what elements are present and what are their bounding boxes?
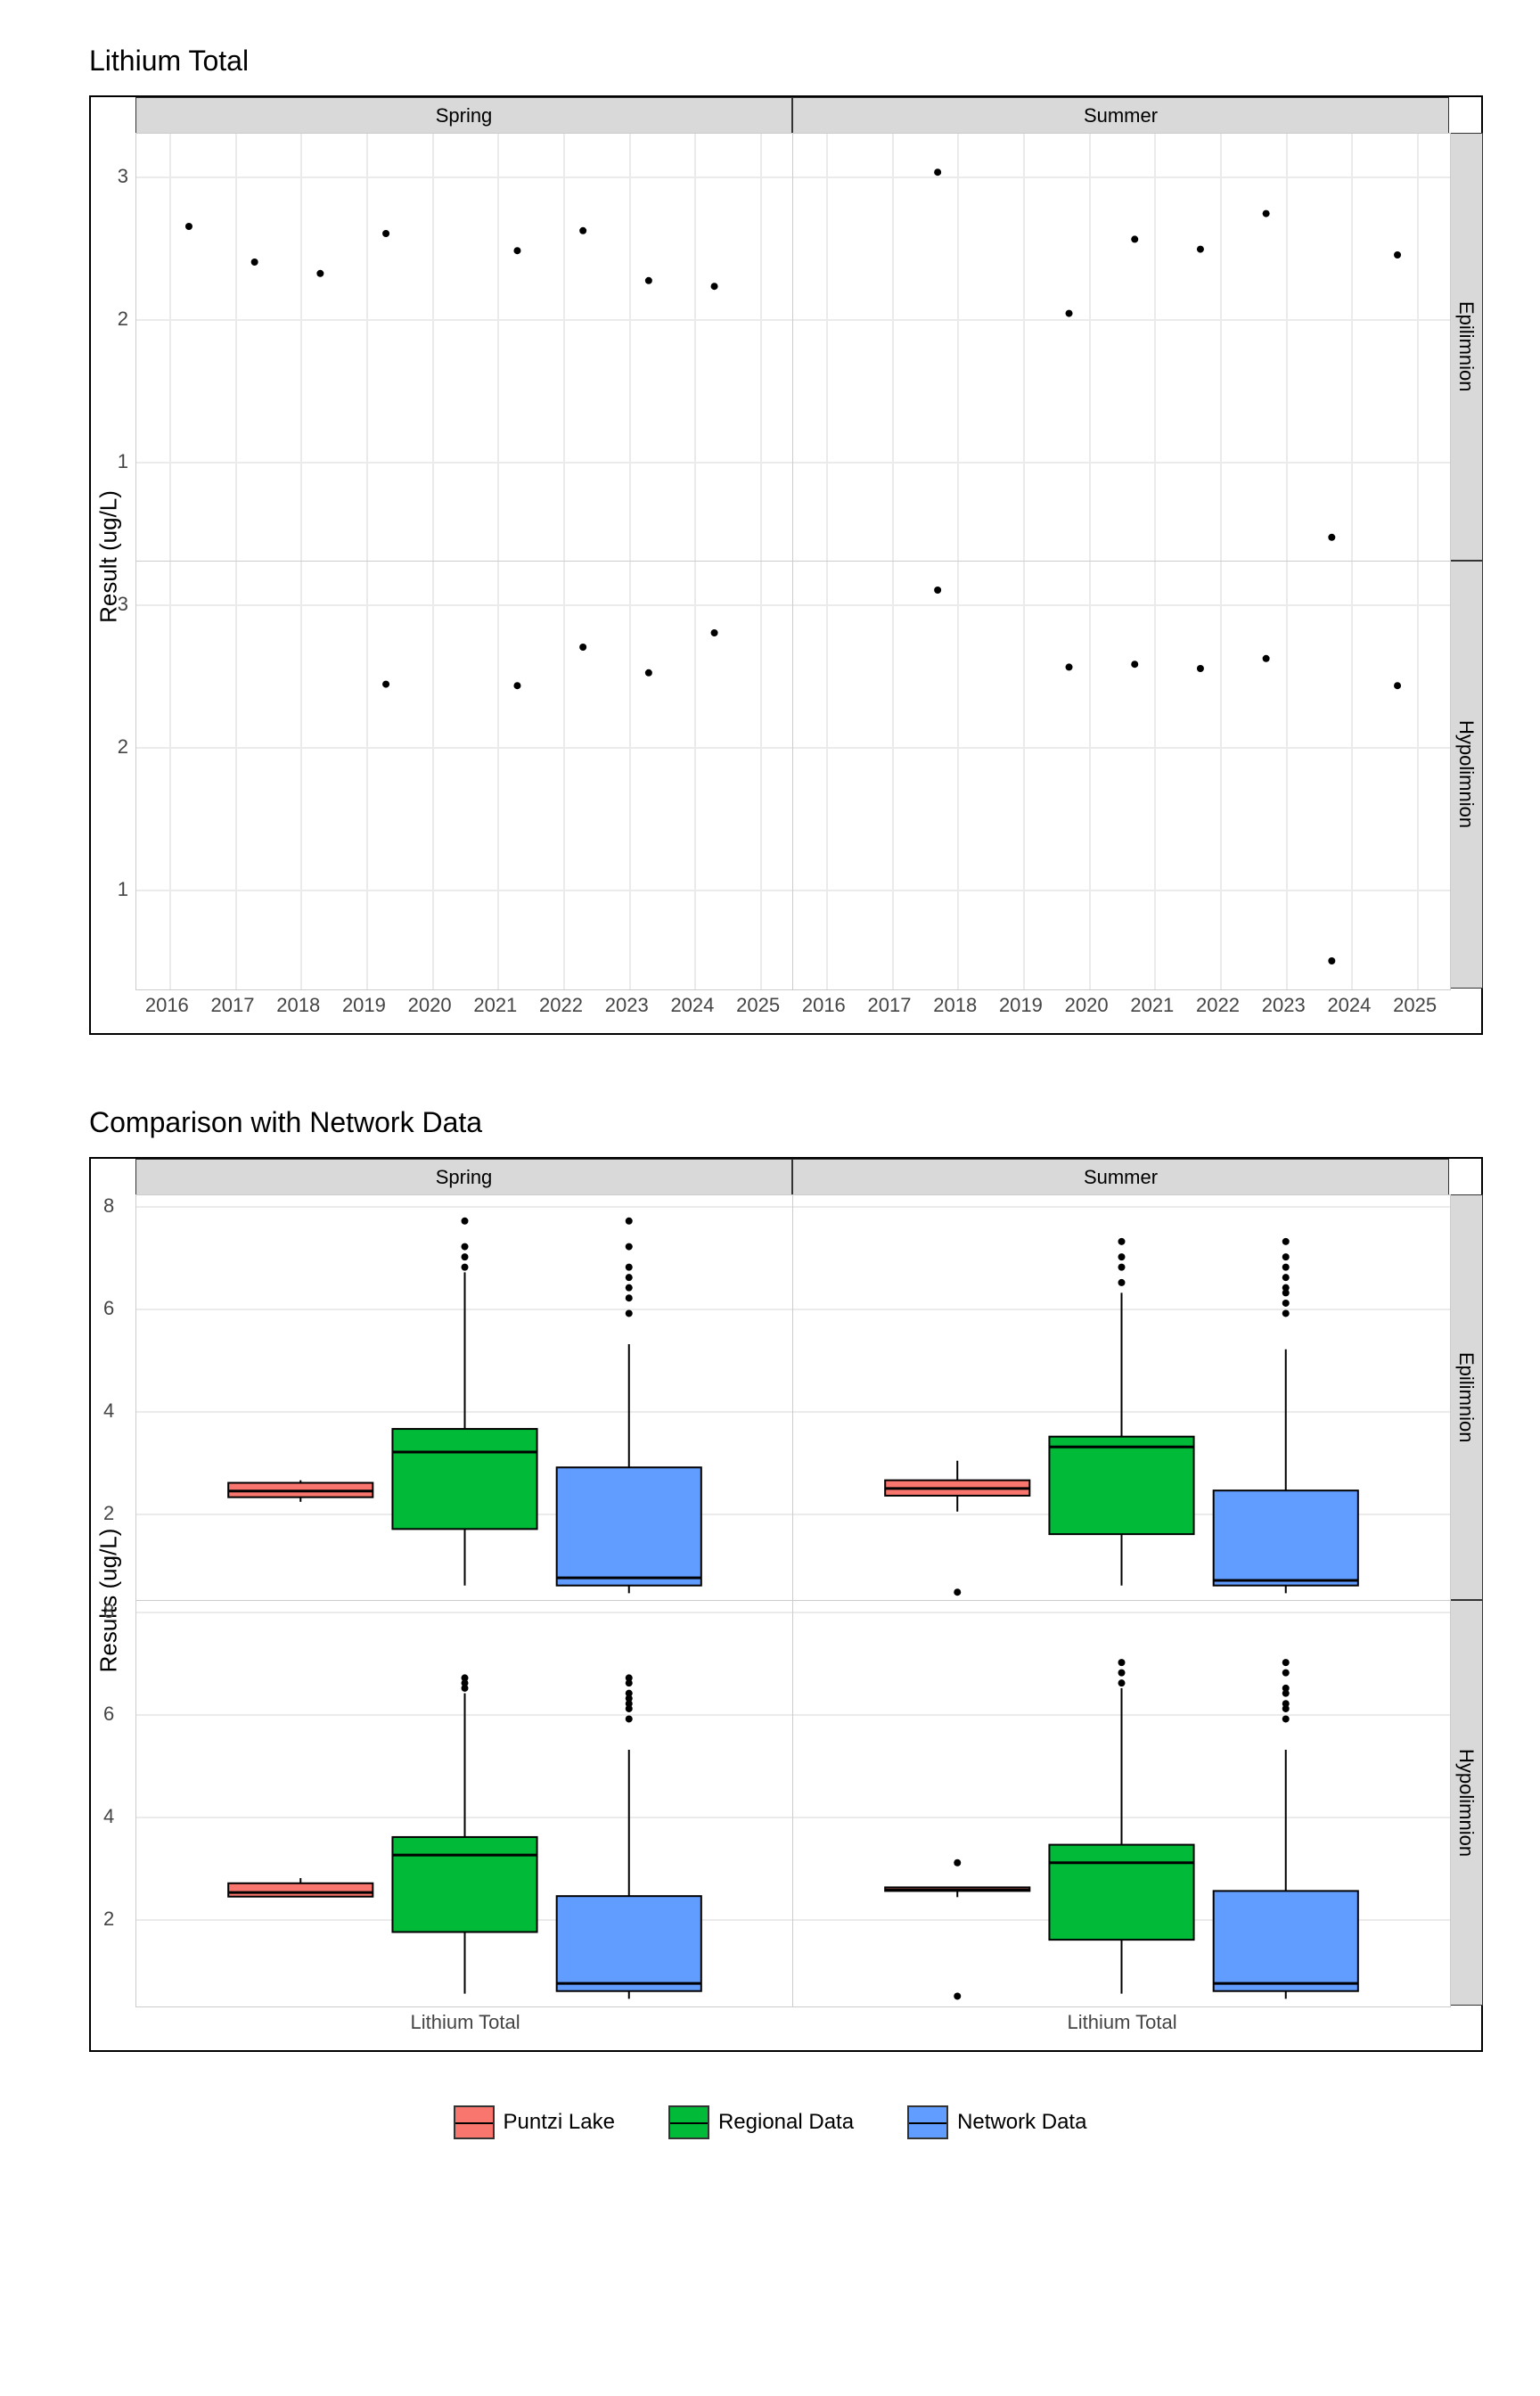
y-tick: 1 <box>93 878 128 901</box>
y-tick: 6 <box>103 1703 114 1726</box>
y-tick: 8 <box>103 1194 114 1218</box>
legend-label-regional: Regional Data <box>718 2110 854 2135</box>
x-tick: 2021 <box>1130 994 1174 1017</box>
legend-key-regional <box>668 2105 709 2139</box>
scatter-panel <box>792 561 1451 990</box>
y-tick: 2 <box>103 1908 114 1931</box>
y-tick: 4 <box>103 1399 114 1423</box>
legend-key-puntzi <box>454 2105 495 2139</box>
col-strip: Spring <box>135 1159 792 1196</box>
x-tick: 2017 <box>211 994 255 1017</box>
x-tick: 2023 <box>1262 994 1306 1017</box>
bottom-chart-title: Comparison with Network Data <box>89 1106 1469 1139</box>
x-tick: 2025 <box>1393 994 1437 1017</box>
scatter-panel <box>135 561 794 990</box>
x-category: Lithium Total <box>411 2011 520 2034</box>
box-panel <box>135 1194 794 1602</box>
y-tick: 8 <box>103 1600 114 1623</box>
legend-label-network: Network Data <box>957 2110 1086 2135</box>
x-tick: 2025 <box>736 994 780 1017</box>
legend-item-puntzi: Puntzi Lake <box>454 2105 615 2139</box>
y-tick: 2 <box>93 735 128 759</box>
top-chart-title: Lithium Total <box>89 45 1469 78</box>
row-strip: Epilimnion <box>1449 133 1483 561</box>
x-tick: 2018 <box>933 994 977 1017</box>
legend-key-network <box>907 2105 948 2139</box>
y-tick: 2 <box>93 308 128 331</box>
y-tick: 1 <box>93 450 128 473</box>
scatter-panel <box>135 133 794 562</box>
y-tick: 2 <box>103 1502 114 1525</box>
box-panel <box>792 1194 1451 1602</box>
col-strip: Summer <box>792 97 1449 135</box>
legend-item-regional: Regional Data <box>668 2105 854 2139</box>
x-tick: 2016 <box>802 994 846 1017</box>
y-tick: 3 <box>93 165 128 188</box>
legend: Puntzi Lake Regional Data Network Data <box>71 2105 1469 2139</box>
legend-label-puntzi: Puntzi Lake <box>504 2110 615 2135</box>
col-strip: Spring <box>135 97 792 135</box>
y-tick: 6 <box>103 1297 114 1320</box>
x-tick: 2020 <box>1065 994 1109 1017</box>
bottom-facet-grid: Results (ug/L) SpringSummerEpilimnionHyp… <box>89 1157 1483 2052</box>
x-tick: 2019 <box>999 994 1043 1017</box>
y-tick: 4 <box>103 1805 114 1828</box>
col-strip: Summer <box>792 1159 1449 1196</box>
row-strip: Hypolimnion <box>1449 1600 1483 2006</box>
y-tick: 3 <box>93 593 128 616</box>
x-tick: 2022 <box>1196 994 1240 1017</box>
legend-item-network: Network Data <box>907 2105 1086 2139</box>
x-tick: 2018 <box>276 994 320 1017</box>
top-ylabel: Result (ug/L) <box>95 468 123 646</box>
x-category: Lithium Total <box>1068 2011 1177 2034</box>
x-tick: 2021 <box>473 994 517 1017</box>
box-panel <box>135 1600 794 2007</box>
x-tick: 2019 <box>342 994 386 1017</box>
x-tick: 2024 <box>670 994 714 1017</box>
x-tick: 2016 <box>145 994 189 1017</box>
row-strip: Epilimnion <box>1449 1194 1483 1600</box>
x-tick: 2022 <box>539 994 583 1017</box>
row-strip: Hypolimnion <box>1449 561 1483 989</box>
x-tick: 2023 <box>605 994 649 1017</box>
top-facet-grid: Result (ug/L) SpringSummerEpilimnionHypo… <box>89 95 1483 1035</box>
x-tick: 2017 <box>868 994 912 1017</box>
x-tick: 2024 <box>1327 994 1371 1017</box>
scatter-panel <box>792 133 1451 562</box>
box-panel <box>792 1600 1451 2007</box>
x-tick: 2020 <box>408 994 452 1017</box>
